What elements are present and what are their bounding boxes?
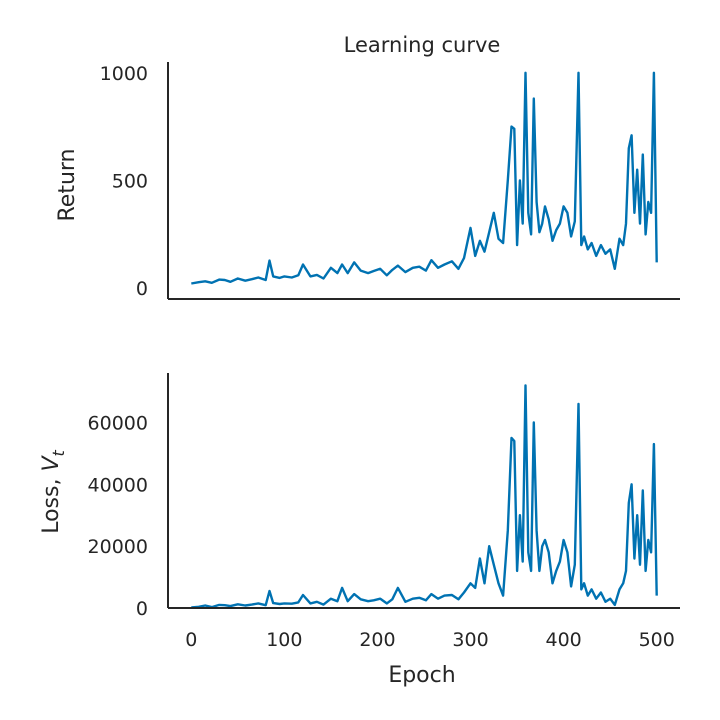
loss-y-label: Loss, Vt xyxy=(39,449,68,533)
loss-y-ticks: 0 20000 40000 60000 xyxy=(88,412,148,620)
return-y-tick-label: 1000 xyxy=(100,63,148,85)
x-tick-label: 400 xyxy=(546,629,582,651)
x-tick-label: 100 xyxy=(266,629,302,651)
loss-y-tick-label: 0 xyxy=(136,598,148,620)
x-axis-label: Epoch xyxy=(388,663,455,688)
loss-panel: 0 20000 40000 60000 0 100 200 300 400 500 Loss, … xyxy=(39,373,680,688)
loss-line xyxy=(191,384,658,609)
x-tick-label: 200 xyxy=(359,629,395,651)
return-series xyxy=(191,71,658,285)
x-tick-label: 0 xyxy=(185,629,197,651)
loss-y-tick-label: 40000 xyxy=(88,474,148,496)
loss-series xyxy=(191,384,658,609)
loss-x-ticks: 0 100 200 300 400 500 xyxy=(185,629,675,651)
return-panel: Learning curve 0 500 1000 Return xyxy=(55,33,680,300)
chart-title: Learning curve xyxy=(344,33,501,57)
loss-y-tick-label: 20000 xyxy=(88,536,148,558)
loss-y-tick-label: 60000 xyxy=(88,412,148,434)
return-y-ticks: 0 500 1000 xyxy=(100,63,148,300)
x-tick-label: 300 xyxy=(452,629,488,651)
x-tick-label: 500 xyxy=(639,629,675,651)
return-y-label: Return xyxy=(55,148,80,221)
return-y-tick-label: 0 xyxy=(136,278,148,300)
return-line xyxy=(191,71,658,285)
return-y-tick-label: 500 xyxy=(112,171,148,193)
